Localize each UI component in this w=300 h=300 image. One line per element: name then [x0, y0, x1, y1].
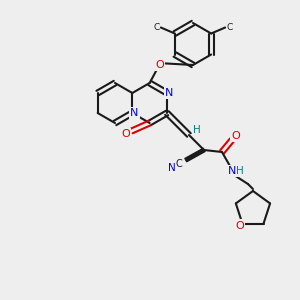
Text: N: N	[165, 88, 173, 98]
Text: O: O	[121, 129, 130, 139]
Text: C: C	[154, 23, 160, 32]
Text: N: N	[168, 163, 176, 173]
Text: N: N	[130, 108, 139, 118]
Text: O: O	[235, 220, 244, 231]
Text: C: C	[226, 23, 232, 32]
Text: H: H	[236, 166, 244, 176]
Text: N: N	[228, 166, 236, 176]
Text: H: H	[193, 125, 201, 135]
Text: O: O	[232, 131, 240, 141]
Text: O: O	[155, 60, 164, 70]
Text: C: C	[176, 159, 182, 169]
